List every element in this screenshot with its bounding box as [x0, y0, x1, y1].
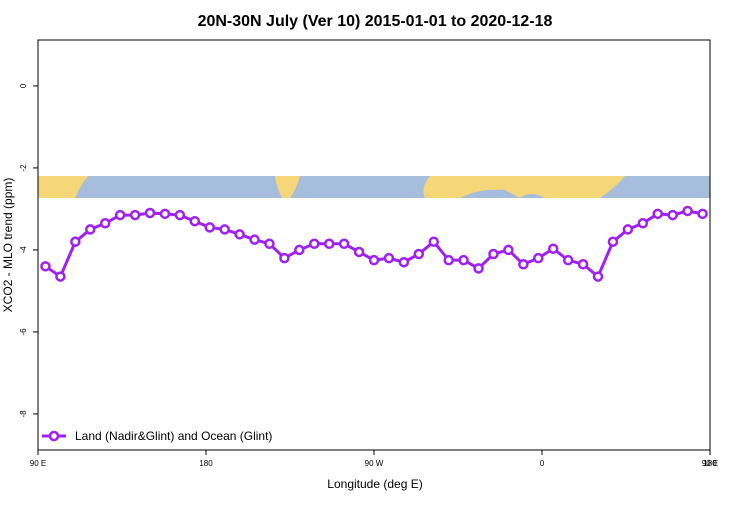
data-point [562, 254, 574, 266]
data-point [189, 215, 201, 227]
data-point [55, 271, 66, 282]
data-point [129, 209, 141, 221]
data-point [503, 244, 514, 256]
data-point [114, 209, 126, 221]
data-point [547, 243, 559, 254]
data-point [323, 238, 335, 250]
data-point [398, 256, 410, 268]
data-point [294, 244, 305, 256]
data-point [309, 238, 320, 250]
data-point [473, 263, 484, 274]
data-point [353, 246, 365, 258]
legend-label: Land (Nadir&Glint) and Ocean (Glint) [75, 429, 272, 443]
x-tick-label: 180 [703, 459, 717, 468]
y-tick-label: -8 [19, 410, 28, 418]
legend-marker [48, 430, 60, 442]
data-point [219, 224, 230, 235]
data-point [518, 259, 529, 270]
data-point [204, 222, 215, 233]
data-point [144, 207, 156, 219]
data-point [338, 238, 350, 250]
x-tick-label: 0 [540, 459, 545, 468]
data-point [99, 218, 111, 229]
data-point [40, 261, 51, 272]
data-point [443, 254, 454, 266]
data-point [488, 248, 499, 260]
data-point [279, 252, 290, 264]
data-point [622, 224, 634, 235]
data-point [249, 234, 260, 245]
x-tick-label: 90 E [702, 459, 718, 468]
data-point [383, 252, 395, 264]
data-point [652, 208, 663, 220]
x-tick-label: 90 W [365, 459, 384, 468]
data-point [577, 259, 589, 270]
data-point [533, 252, 544, 264]
y-tick-label: 0 [19, 83, 28, 88]
data-point [85, 224, 96, 235]
x-tick-label: 90 E [30, 459, 46, 468]
data-point [413, 248, 425, 260]
y-tick-label: -6 [19, 328, 28, 336]
data-point [174, 209, 186, 221]
data-point [682, 205, 693, 217]
x-axis-label: Longitude (deg E) [327, 477, 422, 491]
data-point [159, 208, 171, 220]
data-point [264, 238, 275, 250]
data-point [592, 271, 604, 282]
series-line [44, 209, 703, 279]
data-point [70, 236, 81, 247]
data-point [697, 208, 708, 220]
data-point [234, 229, 245, 240]
chart-title: 20N-30N July (Ver 10) 2015-01-01 to 2020… [198, 13, 553, 30]
data-point [368, 254, 380, 266]
y-tick-label: -4 [19, 246, 28, 254]
data-point [667, 209, 678, 221]
y-tick-label: -2 [19, 164, 28, 172]
y-axis-label: XCO2 - MLO trend (ppm) [1, 178, 15, 313]
data-point [458, 254, 469, 266]
data-point [428, 236, 439, 247]
data-point [637, 218, 649, 229]
data-point [607, 236, 619, 247]
x-tick-label: 180 [199, 459, 213, 468]
map-strip [38, 176, 710, 198]
